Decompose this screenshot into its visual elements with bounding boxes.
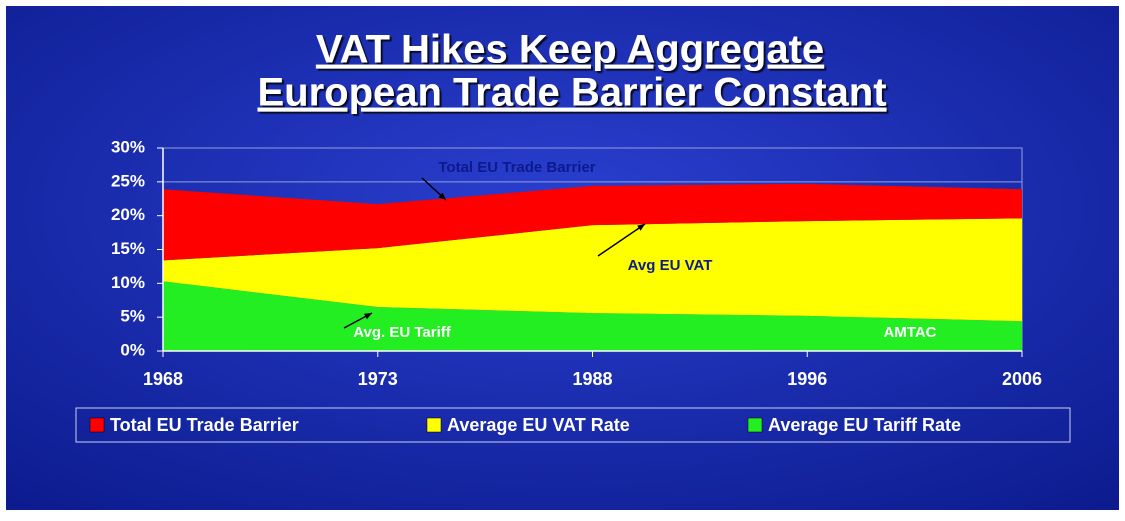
legend-label: Total EU Trade Barrier [110, 415, 299, 435]
chart-title: European Trade Barrier Constant [257, 71, 886, 115]
y-tick-label: 5% [120, 307, 145, 326]
y-tick-label: 0% [120, 340, 145, 359]
labels: 0% 5% 10% 15% 20% 25% 30% 1968 1973 1988 1996 2006 T… [89, 137, 1042, 435]
x-tick-label: 1996 [787, 369, 827, 389]
arrow [597, 223, 646, 257]
x-tick-label: 1973 [358, 369, 398, 389]
areas [162, 148, 1022, 352]
chart-title: VAT Hikes Keep Aggregate [316, 28, 824, 72]
legend-swatch [747, 417, 763, 433]
arrow-head [438, 192, 446, 200]
area [163, 183, 1022, 261]
legend-swatch [426, 417, 442, 433]
x-tick-label: 1988 [572, 369, 612, 389]
x-tick-label: 1968 [143, 369, 183, 389]
y-tick-label: 25% [111, 171, 145, 190]
annotation: Total EU Trade Barrier [438, 159, 595, 176]
annotation: Avg. EU Tariff [353, 324, 452, 341]
annotation: AMTAC [883, 324, 936, 341]
y-tick-label: 10% [111, 273, 145, 292]
y-tick-label: 20% [111, 205, 145, 224]
legend-label: Average EU VAT Rate [447, 415, 630, 435]
arrow-head [637, 224, 645, 231]
area [163, 281, 1022, 351]
arrow-head [364, 313, 372, 320]
area [163, 218, 1022, 322]
legend-label: Average EU Tariff Rate [768, 415, 961, 435]
y-tick-label: 15% [111, 239, 145, 258]
legend-box [75, 407, 1071, 443]
legend-swatch [89, 417, 105, 433]
y-tick-label: 30% [111, 137, 145, 156]
annotation: Avg EU VAT [628, 257, 713, 274]
x-tick-label: 2006 [1002, 369, 1042, 389]
